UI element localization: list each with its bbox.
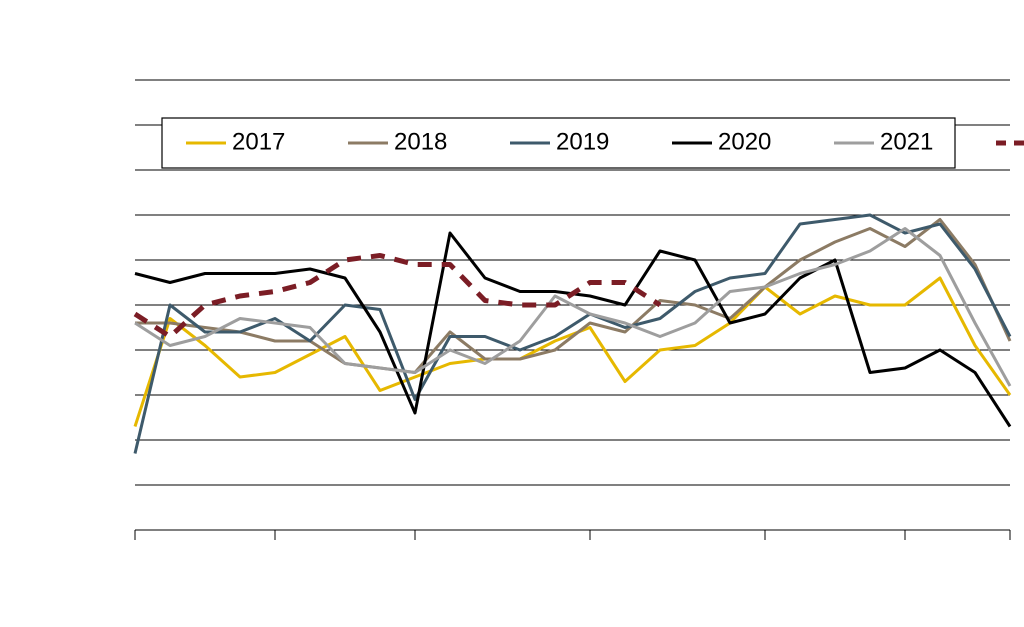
series-2017	[135, 278, 1010, 427]
line-chart: 201720182019202020212022	[0, 0, 1024, 627]
x-ticks	[135, 530, 1010, 540]
legend-label-2019: 2019	[556, 128, 609, 155]
legend: 201720182019202020212022	[162, 118, 1024, 168]
series-group	[135, 215, 1010, 454]
legend-label-2017: 2017	[232, 128, 285, 155]
legend-label-2021: 2021	[880, 128, 933, 155]
legend-label-2018: 2018	[394, 128, 447, 155]
legend-label-2020: 2020	[718, 128, 771, 155]
series-2021	[135, 229, 1010, 387]
series-2020	[135, 233, 1010, 427]
